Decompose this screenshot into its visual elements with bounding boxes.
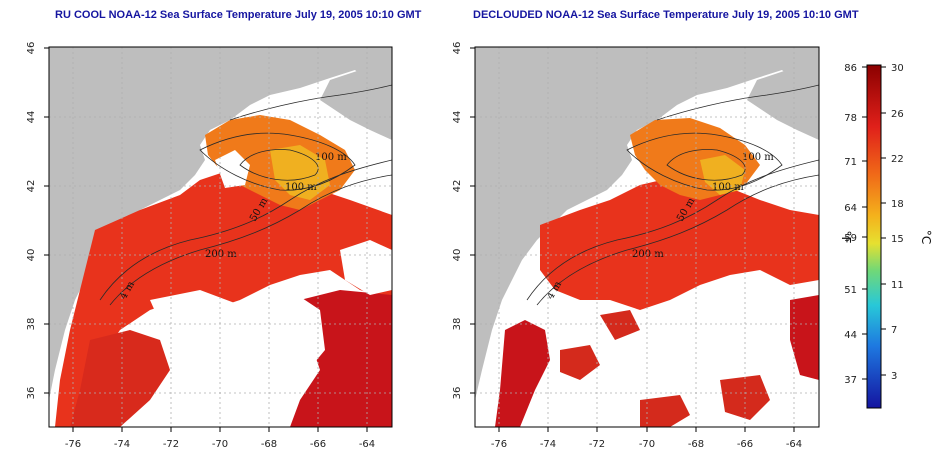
left-contour-label-4: 200 m [205, 249, 237, 260]
right-map-panel: 100 m 100 m 50 m 200 m 4 m [452, 42, 820, 450]
right-sst-field-southwest [495, 320, 550, 427]
right-bathymetry-contours [526, 84, 819, 306]
left-y-tick-6: 36 [26, 387, 37, 400]
left-x-tick-6: -66 [310, 439, 326, 450]
right-x-tick-6: -66 [737, 439, 753, 450]
right-x-tick-1: -76 [491, 439, 507, 450]
right-contour-label-4: 200 m [632, 249, 664, 260]
colorbar-celsius-unit: °C [919, 230, 933, 244]
left-y-tick-2: 44 [26, 111, 37, 124]
right-panel-title: DECLOUDED NOAA-12 Sea Surface Temperatur… [473, 9, 859, 21]
right-contour-label-1: 100 m [742, 152, 774, 163]
right-y-tick-4: 40 [452, 249, 463, 262]
right-x-tick-5: -68 [688, 439, 704, 450]
colorbar-c-tick-3: 22 [891, 154, 904, 165]
colorbar-c-tick-1: 30 [891, 63, 904, 74]
left-y-tick-1: 46 [26, 42, 37, 55]
colorbar-f-tick-4: 64 [844, 203, 857, 214]
right-land-nova-scotia [747, 60, 819, 140]
left-y-tick-3: 42 [26, 180, 37, 193]
right-sst-field-bank [700, 155, 745, 195]
colorbar-c-tick-5: 15 [891, 234, 904, 245]
colorbar-c-tick-6: 11 [891, 280, 904, 291]
left-cloud-patch-4 [215, 150, 250, 188]
colorbar-f-tick-2: 78 [844, 113, 857, 124]
colorbar-fahrenheit-unit: °F [839, 231, 853, 244]
right-y-tick-3: 42 [452, 180, 463, 193]
temperature-colorbar: 86 78 71 64 59 51 44 37 30 26 22 18 15 1… [839, 63, 933, 409]
right-y-tick-5: 38 [452, 318, 463, 331]
colorbar-f-tick-3: 71 [844, 157, 857, 168]
left-x-tick-5: -68 [261, 439, 277, 450]
right-sst-field-main [540, 178, 819, 310]
colorbar-f-tick-5: 59 [844, 233, 857, 244]
left-map-panel: 100 m 100 m 50 m 200 m 4 m [26, 42, 393, 450]
right-gridlines [475, 47, 819, 427]
left-sst-field-main [55, 170, 392, 427]
colorbar-c-tick-8: 3 [891, 371, 897, 382]
left-cloud-patch-3 [340, 240, 392, 295]
left-panel-title: RU COOL NOAA-12 Sea Surface Temperature … [55, 9, 422, 21]
left-land-mass [49, 47, 392, 400]
right-sst-field-patches [560, 310, 770, 427]
left-x-tick-2: -74 [114, 439, 130, 450]
left-sst-field-southwest [70, 330, 170, 427]
colorbar-f-tick-8: 37 [844, 375, 857, 386]
left-cloud-patch-2 [240, 290, 325, 400]
colorbar-gradient [866, 64, 882, 409]
right-x-tick-7: -64 [786, 439, 802, 450]
colorbar-c-tick-7: 7 [891, 325, 897, 336]
left-x-tick-4: -70 [212, 439, 228, 450]
left-x-tick-3: -72 [163, 439, 179, 450]
left-contour-label-2: 100 m [285, 182, 317, 193]
left-x-tick-1: -76 [65, 439, 81, 450]
left-cloud-patch-1 [150, 290, 260, 380]
right-x-tick-3: -72 [589, 439, 605, 450]
colorbar-f-tick-1: 86 [844, 63, 857, 74]
left-bathymetry-contours [99, 84, 392, 306]
colorbar-f-tick-7: 44 [844, 330, 857, 341]
right-sst-field-south [790, 295, 819, 380]
left-land-nova-scotia [320, 60, 392, 140]
left-y-tick-5: 38 [26, 318, 37, 331]
left-x-tick-7: -64 [359, 439, 375, 450]
colorbar-f-tick-6: 51 [844, 285, 857, 296]
right-x-tick-2: -74 [540, 439, 556, 450]
left-y-tick-4: 40 [26, 249, 37, 262]
colorbar-c-tick-2: 26 [891, 109, 904, 120]
right-x-tick-4: -70 [639, 439, 655, 450]
left-contour-label-1: 100 m [315, 152, 347, 163]
colorbar-c-tick-4: 18 [891, 199, 904, 210]
right-land-mass [475, 47, 819, 400]
right-contour-label-2: 100 m [712, 182, 744, 193]
right-y-tick-6: 36 [452, 387, 463, 400]
left-gridlines [49, 47, 392, 427]
right-y-tick-2: 44 [452, 111, 463, 124]
right-y-tick-1: 46 [452, 42, 463, 55]
